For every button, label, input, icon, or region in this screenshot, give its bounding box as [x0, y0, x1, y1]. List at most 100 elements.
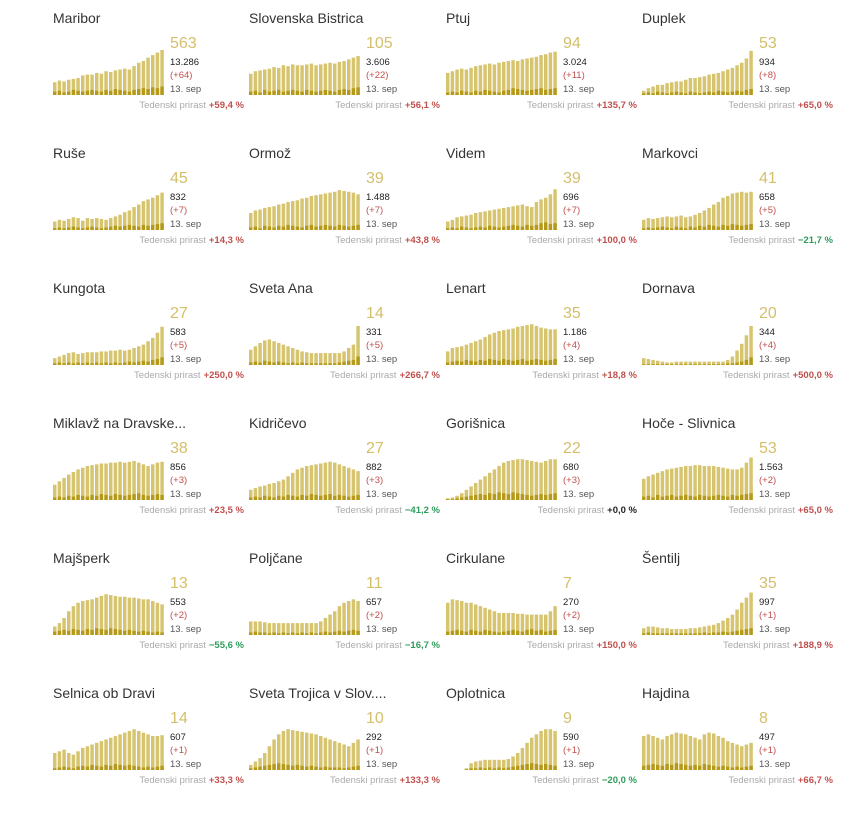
bar-new-cases — [277, 763, 281, 770]
date-label: 13. sep — [366, 624, 398, 635]
total-cases: 997 — [759, 597, 775, 608]
bar — [351, 57, 356, 95]
bar — [698, 77, 702, 95]
bar — [62, 749, 66, 770]
bar-new-cases — [698, 93, 702, 95]
bar-new-cases — [478, 631, 483, 635]
bar-new-cases — [702, 632, 707, 635]
weekly-growth-label: Tedenski prirast — [134, 370, 201, 381]
bar — [291, 201, 295, 230]
bar-new-cases — [155, 359, 160, 365]
bar — [127, 730, 132, 770]
bar-new-cases — [249, 768, 253, 770]
bar-new-cases — [464, 769, 469, 770]
bar-new-cases — [155, 224, 160, 230]
bar — [76, 469, 80, 500]
bar-new-cases — [286, 764, 290, 770]
bar-new-cases — [118, 629, 122, 635]
total-cases: 696 — [563, 192, 579, 203]
bar — [151, 736, 155, 770]
bar-new-cases — [62, 228, 66, 230]
bar-new-cases — [646, 764, 651, 770]
bar-new-cases — [95, 90, 99, 95]
bar — [155, 602, 160, 635]
bar — [511, 612, 515, 635]
bar-new-cases — [104, 362, 108, 365]
bar — [455, 495, 459, 500]
bar-new-cases — [707, 633, 711, 635]
bar-new-cases — [660, 765, 665, 770]
bar-new-cases — [95, 495, 99, 500]
bar — [478, 606, 483, 635]
weekly-growth: Tedenski prirast −41,2 % — [335, 505, 440, 517]
weekly-growth: Tedenski prirast +135,7 % — [527, 100, 637, 112]
bar — [511, 60, 515, 95]
bar — [679, 81, 683, 95]
bar-new-cases — [104, 629, 108, 635]
weekly-growth-label: Tedenski prirast — [139, 100, 206, 111]
bar — [530, 460, 534, 500]
bar — [127, 597, 132, 635]
bar-new-cases — [506, 494, 511, 500]
bar — [104, 71, 108, 95]
bar — [62, 354, 66, 365]
bar-new-cases — [660, 226, 665, 230]
bar-new-cases — [544, 494, 548, 500]
bar — [553, 189, 557, 230]
bar-new-cases — [502, 226, 506, 230]
bar — [333, 741, 337, 770]
bar-new-cases — [670, 228, 674, 230]
bar-new-cases — [113, 362, 118, 365]
bar-new-cases — [342, 631, 346, 635]
bar — [474, 341, 478, 365]
bar-new-cases — [511, 224, 515, 230]
bar — [511, 206, 515, 230]
bar — [337, 606, 342, 635]
bar — [516, 753, 520, 770]
bar — [684, 361, 688, 365]
bar-new-cases — [553, 493, 557, 500]
bar — [118, 734, 122, 770]
bar — [90, 352, 94, 365]
bar-new-cases — [277, 495, 281, 500]
bar-new-cases — [123, 765, 127, 770]
bar — [646, 218, 651, 230]
bar — [328, 461, 332, 500]
bar — [684, 79, 688, 95]
municipality-card: Lenart 35 1.186 (+4) 13. sep Tedenski prirast… — [446, 280, 643, 408]
bar-new-cases — [95, 765, 99, 770]
bar-new-cases — [263, 360, 267, 365]
bar-new-cases — [749, 628, 753, 635]
municipality-name: Hoče - Slivnica — [642, 415, 736, 431]
bar-new-cases — [520, 764, 525, 770]
weekly-growth-label: Tedenski prirast — [527, 235, 594, 246]
bar — [295, 469, 300, 500]
bar — [656, 627, 660, 635]
bar-new-cases — [267, 361, 272, 365]
bar-new-cases — [539, 359, 543, 365]
bar — [132, 460, 136, 500]
bar — [684, 734, 688, 770]
bar-new-cases — [71, 89, 76, 95]
bar-new-cases — [684, 494, 688, 500]
bar — [716, 361, 721, 365]
bar — [160, 326, 164, 365]
bar-new-cases — [104, 764, 108, 770]
bar — [749, 325, 753, 365]
bar-new-cases — [483, 227, 487, 230]
bar — [155, 462, 160, 500]
bar — [665, 362, 669, 365]
bar — [656, 218, 660, 230]
bar-new-cases — [446, 499, 450, 500]
date-label: 13. sep — [366, 84, 398, 95]
daily-change: (+2) — [366, 610, 384, 621]
bar-new-cases — [305, 89, 309, 95]
total-cases: 607 — [170, 732, 186, 743]
bar — [76, 78, 80, 95]
bar-new-cases — [534, 764, 539, 770]
bar-new-cases — [492, 768, 497, 770]
bar — [356, 471, 360, 500]
bar — [726, 618, 730, 635]
bar-new-cases — [155, 88, 160, 95]
bar-new-cases — [730, 631, 735, 635]
